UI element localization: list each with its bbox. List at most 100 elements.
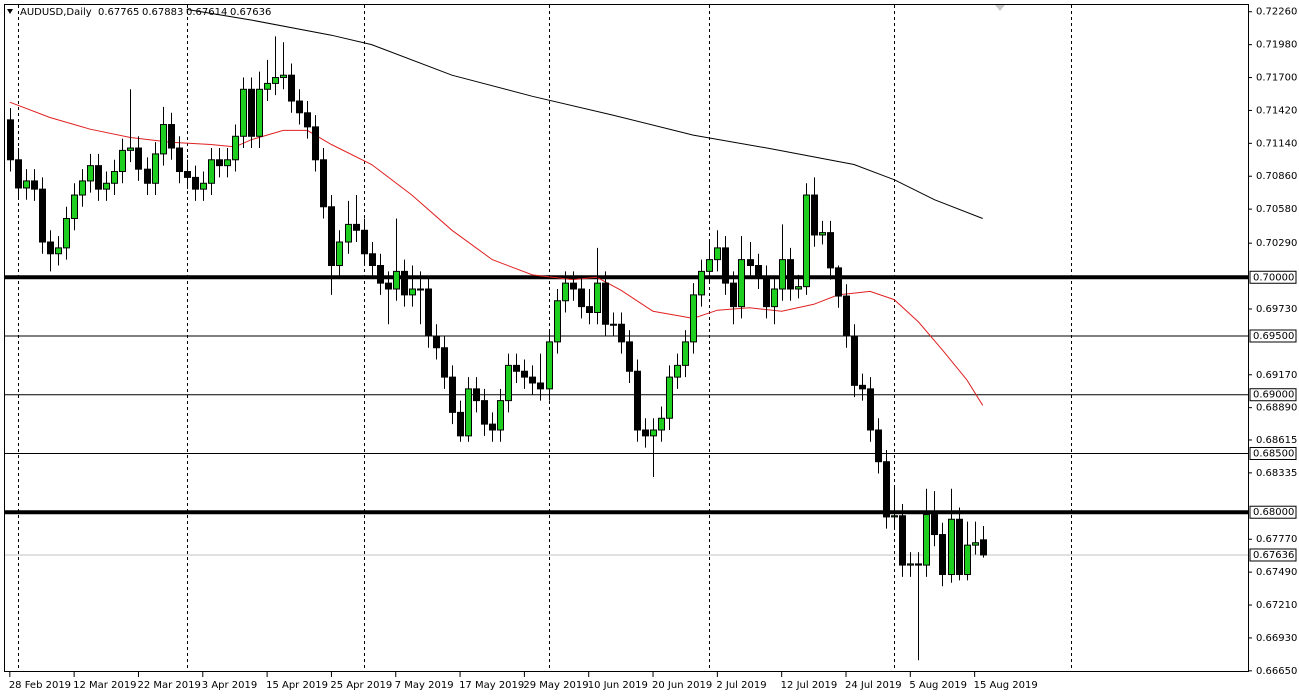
candle-body bbox=[168, 124, 175, 149]
y-tick-label: 0.71700 bbox=[1256, 73, 1297, 84]
candle-body bbox=[747, 259, 754, 267]
candle-body bbox=[956, 518, 963, 575]
candle-body bbox=[851, 335, 858, 386]
candle-body bbox=[103, 182, 110, 190]
level-box bbox=[1249, 388, 1297, 402]
candle-body bbox=[481, 400, 488, 425]
level-box bbox=[1249, 505, 1297, 519]
candle-body bbox=[972, 542, 979, 546]
candle-body bbox=[666, 376, 673, 419]
candle-body bbox=[240, 88, 247, 137]
candle-body bbox=[626, 341, 633, 372]
x-tick-label: 24 Jul 2019 bbox=[845, 680, 902, 691]
y-tick-label: 0.70290 bbox=[1256, 238, 1297, 249]
candle-body bbox=[899, 515, 906, 566]
candle-body bbox=[111, 171, 118, 184]
shift-marker[interactable] bbox=[995, 5, 1005, 11]
candle-body bbox=[232, 135, 239, 161]
candle-body bbox=[127, 147, 134, 151]
y-tick-label: 0.70580 bbox=[1256, 204, 1297, 215]
candle-body bbox=[980, 539, 987, 556]
symbol: AUDUSD,Daily bbox=[20, 7, 92, 18]
candle-body bbox=[272, 77, 279, 84]
candle-body bbox=[546, 341, 553, 390]
x-tick-label: 12 Jul 2019 bbox=[781, 680, 838, 691]
candle-body bbox=[642, 429, 649, 437]
y-tick-label: 0.70860 bbox=[1256, 171, 1297, 182]
x-tick-label: 12 Mar 2019 bbox=[73, 680, 136, 691]
level-label: 0.70000 bbox=[1253, 272, 1294, 283]
x-tick-label: 28 Feb 2019 bbox=[9, 680, 71, 691]
candle-body bbox=[345, 223, 352, 243]
candle-body bbox=[465, 388, 472, 437]
candle-body bbox=[779, 259, 786, 290]
candle-body bbox=[763, 276, 770, 308]
candle-body bbox=[71, 194, 78, 220]
candle-body bbox=[875, 429, 882, 463]
x-tick-label: 17 May 2019 bbox=[459, 680, 524, 691]
candle-body bbox=[119, 149, 126, 173]
y-tick-label: 0.66930 bbox=[1256, 633, 1297, 644]
x-tick-label: 15 Aug 2019 bbox=[974, 680, 1038, 691]
candle-body bbox=[288, 74, 295, 102]
candle-body bbox=[144, 168, 151, 184]
candle-body bbox=[353, 223, 360, 231]
candle-body bbox=[7, 119, 14, 161]
candle-body bbox=[393, 270, 400, 290]
candle-body bbox=[328, 206, 335, 267]
level-label: 0.68500 bbox=[1253, 448, 1294, 459]
header-value: 0.67883 bbox=[142, 7, 183, 18]
y-tick-label: 0.69730 bbox=[1256, 304, 1297, 315]
candle-body bbox=[586, 306, 593, 314]
candle-body bbox=[377, 265, 384, 284]
candle-body bbox=[256, 88, 263, 137]
x-tick-label: 10 Jun 2019 bbox=[588, 680, 648, 691]
candle-body bbox=[63, 218, 70, 249]
candle-body bbox=[682, 341, 689, 366]
candle-body bbox=[883, 461, 890, 518]
candle-body bbox=[634, 370, 641, 431]
menu-arrow[interactable] bbox=[7, 9, 13, 14]
candle-body bbox=[39, 188, 46, 243]
candle-body bbox=[843, 295, 850, 337]
candle-body bbox=[939, 534, 946, 575]
candle-body bbox=[87, 165, 94, 182]
header-value: 0.67636 bbox=[230, 7, 271, 18]
candle-body bbox=[915, 563, 922, 566]
candle-body bbox=[304, 112, 311, 128]
candle-body bbox=[714, 247, 721, 261]
candle-body bbox=[216, 159, 223, 167]
candle-body bbox=[891, 515, 898, 518]
candle-body bbox=[312, 126, 319, 161]
level-box bbox=[1249, 270, 1297, 284]
candle-body bbox=[513, 364, 520, 372]
candle-body bbox=[867, 388, 874, 431]
candle-body bbox=[23, 180, 30, 189]
y-tick-label: 0.67770 bbox=[1256, 534, 1297, 545]
x-tick-label: 2 Jul 2019 bbox=[716, 680, 766, 691]
current-price-box bbox=[1249, 548, 1297, 562]
level-box bbox=[1249, 329, 1297, 343]
candle-body bbox=[618, 323, 625, 343]
candle-body bbox=[176, 147, 183, 173]
level-label: 0.69500 bbox=[1253, 331, 1294, 342]
x-tick-label: 20 Jun 2019 bbox=[652, 680, 712, 691]
current-price-label: 0.67636 bbox=[1253, 550, 1294, 561]
x-tick-label: 29 May 2019 bbox=[523, 680, 588, 691]
candle-body bbox=[570, 282, 577, 290]
candle-body bbox=[602, 282, 609, 325]
candle-body bbox=[224, 159, 231, 167]
candle-body bbox=[562, 282, 569, 302]
candle-body bbox=[964, 544, 971, 575]
candle-body bbox=[674, 364, 681, 378]
x-tick-label: 25 Apr 2019 bbox=[330, 680, 392, 691]
candle-body bbox=[425, 288, 432, 337]
candle-body bbox=[15, 159, 22, 189]
candle-body bbox=[248, 88, 255, 137]
moving-average bbox=[9, 101, 984, 406]
candle-body bbox=[529, 376, 536, 384]
y-tick-label: 0.69170 bbox=[1256, 370, 1297, 381]
candle-body bbox=[706, 259, 713, 272]
